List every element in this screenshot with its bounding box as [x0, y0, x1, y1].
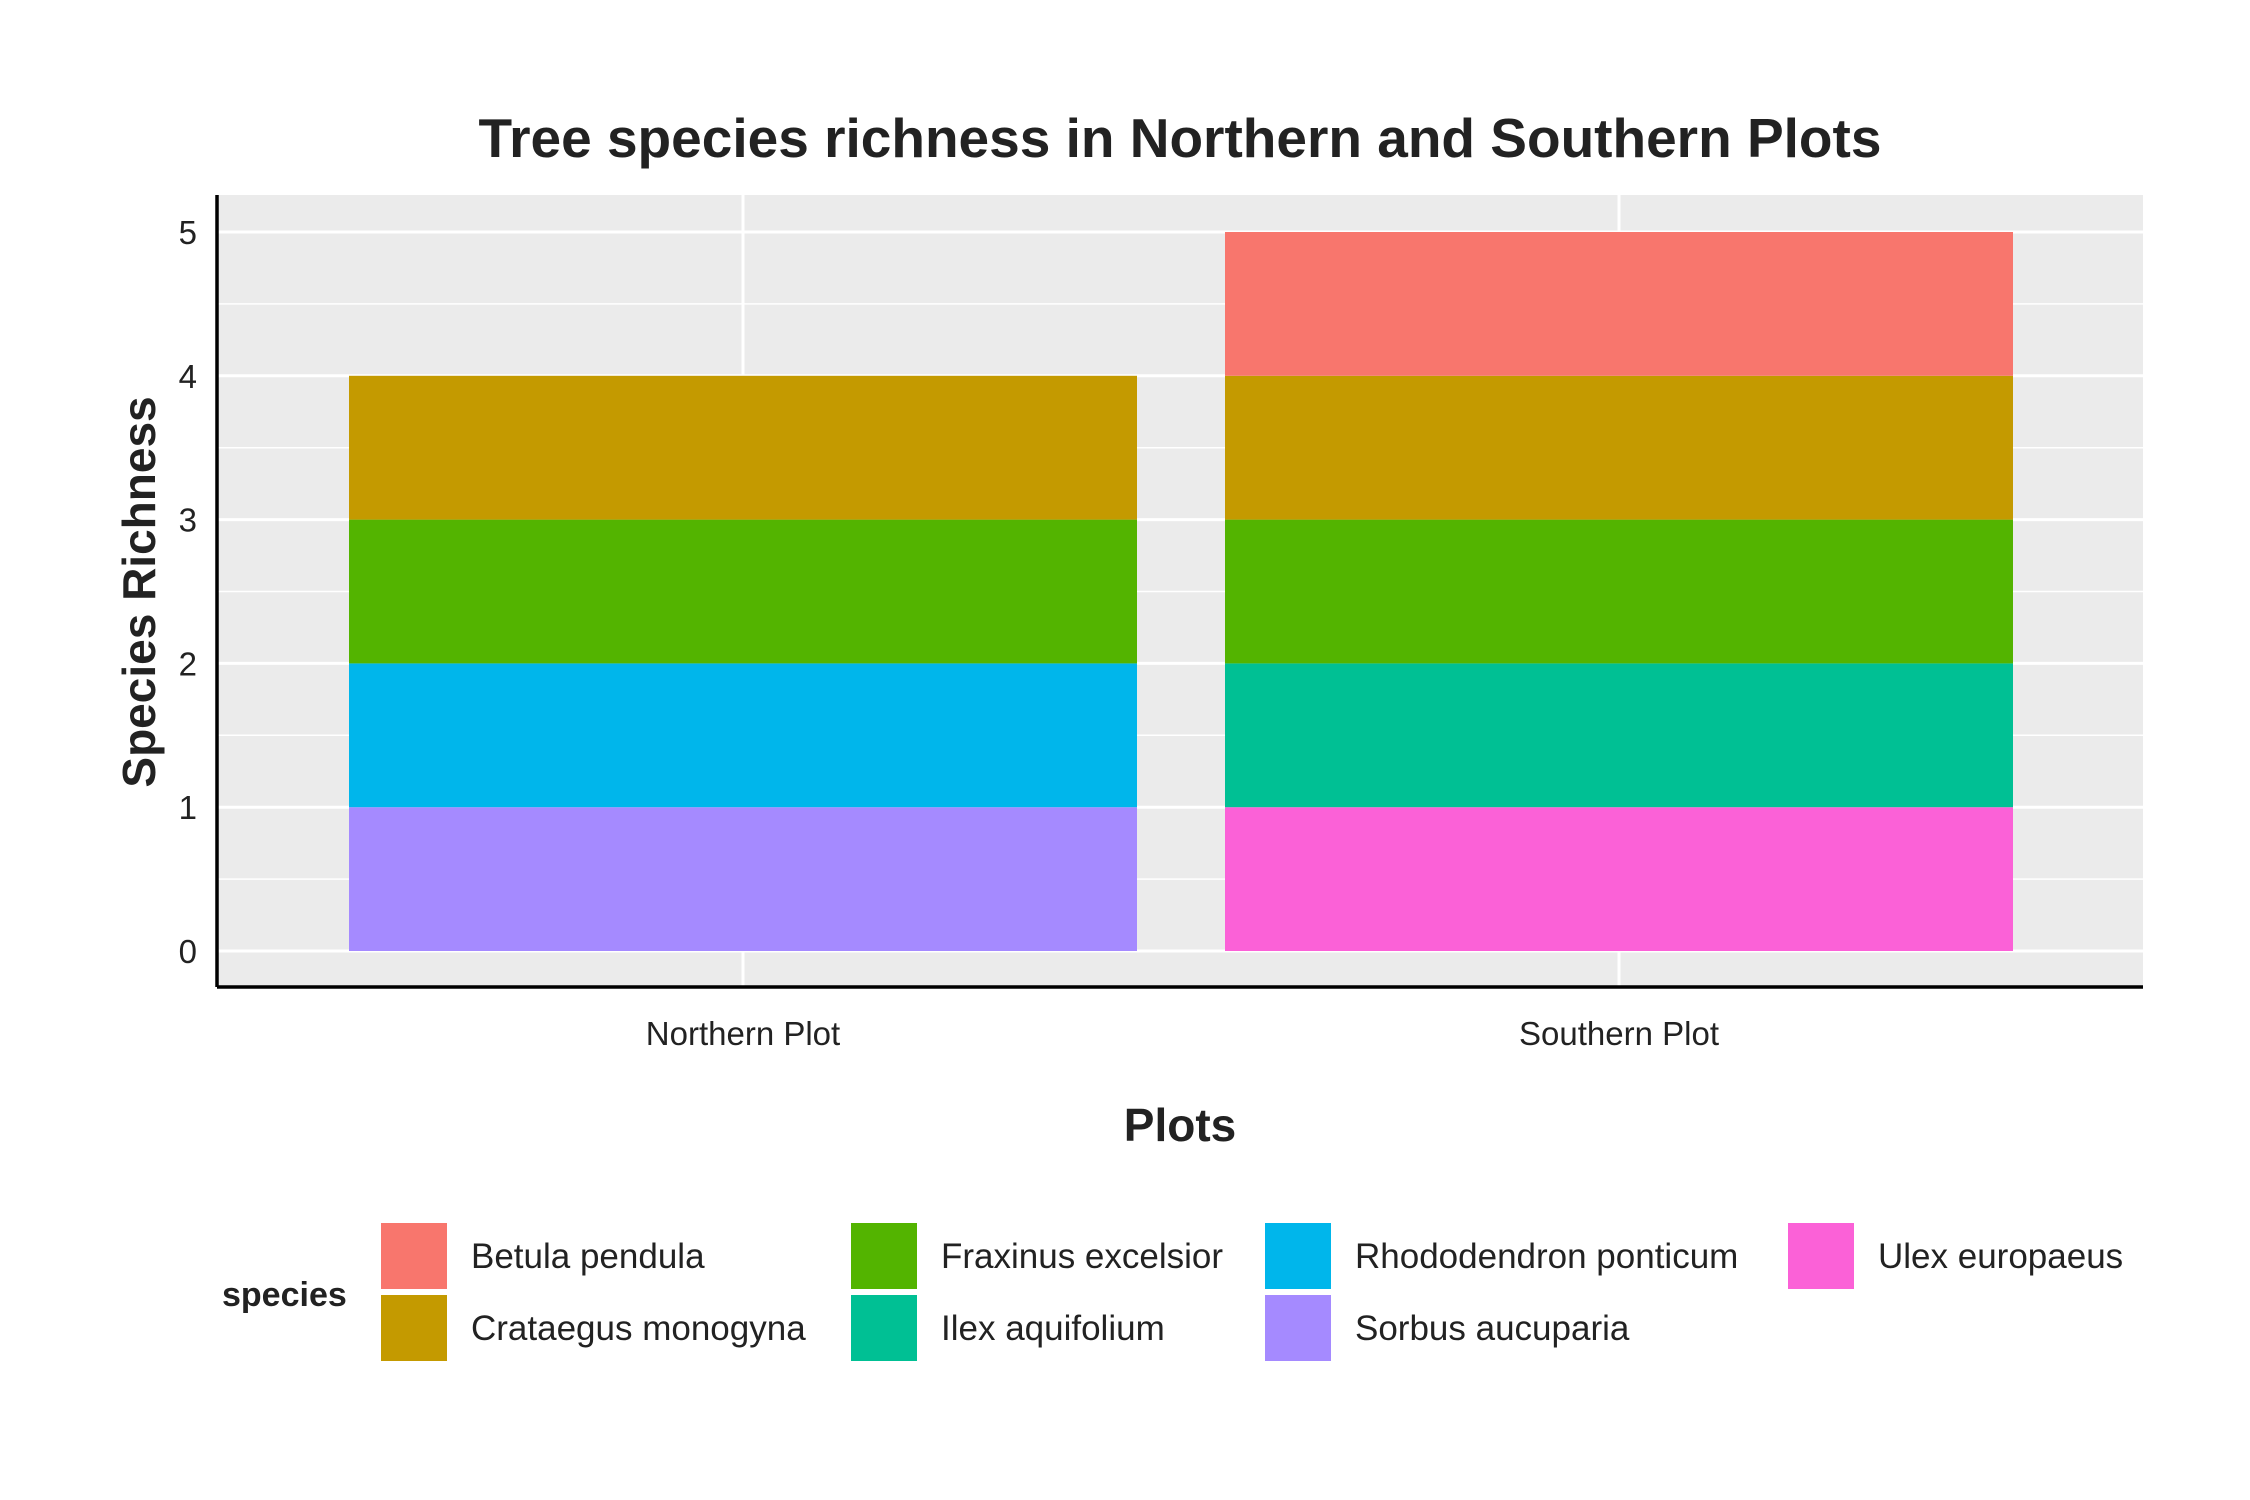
- legend-label-crataegus-monogyna: Crataegus monogyna: [471, 1309, 806, 1348]
- legend-key-betula-pendula: [381, 1223, 447, 1289]
- y-tick-label: 1: [179, 789, 197, 826]
- legend-label-sorbus-aucuparia: Sorbus aucuparia: [1355, 1309, 1630, 1348]
- bar-northern-plot-rhododendron-ponticum: [349, 663, 1137, 808]
- legend-label-rhododendron-ponticum: Rhododendron ponticum: [1355, 1237, 1738, 1276]
- bar-northern-plot-fraxinus-excelsior: [349, 519, 1137, 664]
- legend-key-fraxinus-excelsior: [851, 1223, 917, 1289]
- x-tick-label: Southern Plot: [1519, 1015, 1719, 1052]
- legend-key-ilex-aquifolium: [851, 1295, 917, 1361]
- bar-southern-plot-ilex-aquifolium: [1225, 663, 2013, 808]
- chart-title: Tree species richness in Northern and So…: [479, 107, 1882, 169]
- legend-label-ilex-aquifolium: Ilex aquifolium: [941, 1309, 1165, 1348]
- bar-southern-plot-crataegus-monogyna: [1225, 375, 2013, 520]
- y-axis-title: Species Richness: [113, 396, 165, 787]
- x-tick-label: Northern Plot: [646, 1015, 840, 1052]
- bar-northern-plot-crataegus-monogyna: [349, 375, 1137, 520]
- bar-southern-plot-fraxinus-excelsior: [1225, 519, 2013, 664]
- y-tick-label: 2: [179, 645, 197, 682]
- legend: species Betula pendula Crataegus monogyna…: [222, 1223, 2123, 1361]
- y-tick-label: 5: [179, 214, 197, 251]
- legend-title: species: [222, 1276, 347, 1314]
- legend-key-rhododendron-ponticum: [1265, 1223, 1331, 1289]
- legend-label-fraxinus-excelsior: Fraxinus excelsior: [941, 1237, 1223, 1276]
- y-tick-label: 4: [179, 358, 197, 395]
- legend-label-ulex-europaeus: Ulex europaeus: [1878, 1237, 2123, 1276]
- legend-key-crataegus-monogyna: [381, 1295, 447, 1361]
- ticks-layer: 0 1 2 3 4 5 Northern Plot Southern Plot: [179, 214, 1719, 1052]
- x-axis-title: Plots: [1124, 1099, 1236, 1151]
- bar-southern-plot-betula-pendula: [1225, 232, 2013, 376]
- legend-key-sorbus-aucuparia: [1265, 1295, 1331, 1361]
- y-tick-label: 0: [179, 933, 197, 970]
- y-tick-label: 3: [179, 502, 197, 539]
- bars-layer: [349, 232, 2013, 951]
- legend-key-ulex-europaeus: [1788, 1223, 1854, 1289]
- bar-southern-plot-ulex-europaeus: [1225, 807, 2013, 951]
- bar-northern-plot-sorbus-aucuparia: [349, 807, 1137, 951]
- legend-label-betula-pendula: Betula pendula: [471, 1237, 705, 1276]
- axes-layer: [215, 195, 2143, 989]
